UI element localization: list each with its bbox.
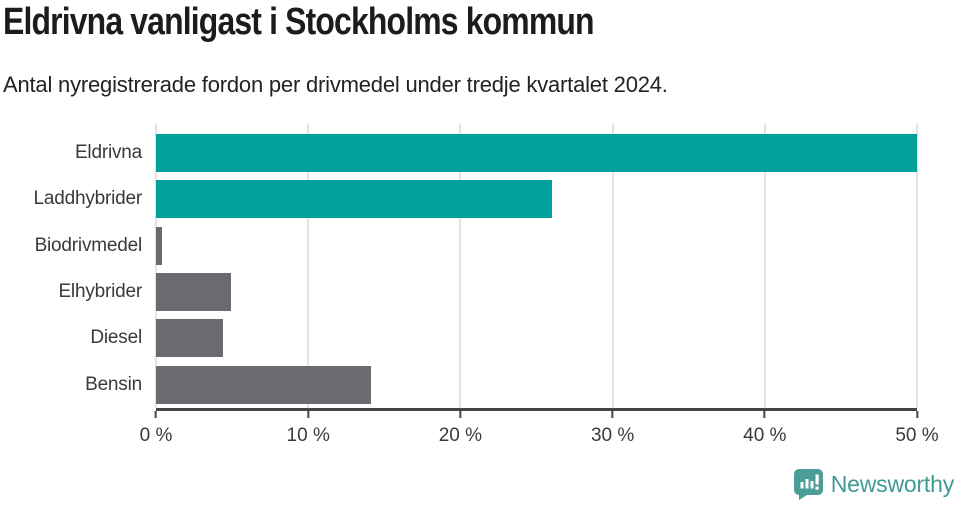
chart-subtitle: Antal nyregistrerade fordon per drivmede… (3, 72, 668, 97)
newsworthy-brand-text: Newsworthy (830, 471, 954, 497)
bar-row: Elhybrider (58, 269, 917, 315)
plot-area: Eldrivna Laddhybrider Biodrivmedel Elhybrid… (33, 124, 918, 411)
category-label: Diesel (90, 327, 142, 349)
bar-row: Diesel (90, 315, 917, 361)
gridline (916, 124, 918, 408)
bar-elhybrider (156, 273, 231, 312)
category-label: Eldrivna (74, 142, 142, 164)
x-tick: 30 % (591, 411, 634, 447)
category-label: Bensin (85, 373, 142, 395)
bar-row: Eldrivna (75, 130, 917, 176)
x-tick-mark (307, 411, 310, 418)
bar-row: Biodrivmedel (35, 223, 917, 269)
x-tick-label: 30 % (590, 425, 635, 446)
x-tick: 40 % (743, 411, 786, 447)
newsworthy-logo-icon (793, 469, 823, 500)
bar-diesel (156, 319, 223, 358)
x-tick: 20 % (439, 411, 482, 447)
gridline (307, 124, 310, 408)
x-axis: 0 % 10 % 20 % 30 % 40 % 50 % (140, 411, 939, 463)
chart-title: Eldrivna vanligast i Stockholms kommun (3, 1, 595, 43)
x-tick-label: 0 % (139, 425, 173, 446)
x-tick-label: 50 % (895, 425, 939, 446)
gridline (155, 124, 157, 408)
x-tick-mark (155, 411, 157, 418)
bar-bensin (156, 365, 371, 404)
bar-laddhybrider (156, 180, 552, 219)
category-label: Elhybrider (58, 281, 142, 303)
gridline (459, 124, 462, 408)
bar-eldrivna (156, 134, 917, 173)
gridline (611, 124, 614, 408)
bar-rows: Eldrivna Laddhybrider Biodrivmedel Elhybrid… (33, 130, 917, 408)
x-tick: 0 % (139, 411, 173, 447)
x-tick-mark (611, 411, 614, 418)
gridline (763, 124, 766, 408)
bar-row: Bensin (85, 362, 917, 408)
x-tick-mark (763, 411, 766, 418)
x-tick: 50 % (895, 411, 939, 447)
category-label: Biodrivmedel (34, 234, 143, 256)
x-tick-label: 10 % (286, 425, 330, 446)
x-tick-label: 40 % (743, 425, 787, 446)
category-label: Laddhybrider (33, 188, 142, 210)
bar-biodrivmedel (156, 226, 163, 265)
x-tick-mark (459, 411, 462, 418)
x-tick: 10 % (287, 411, 330, 447)
bar-row: Laddhybrider (33, 176, 917, 222)
x-tick-label: 20 % (438, 425, 483, 446)
newsworthy-brand: Newsworthy (793, 469, 954, 500)
x-tick-mark (916, 411, 918, 418)
